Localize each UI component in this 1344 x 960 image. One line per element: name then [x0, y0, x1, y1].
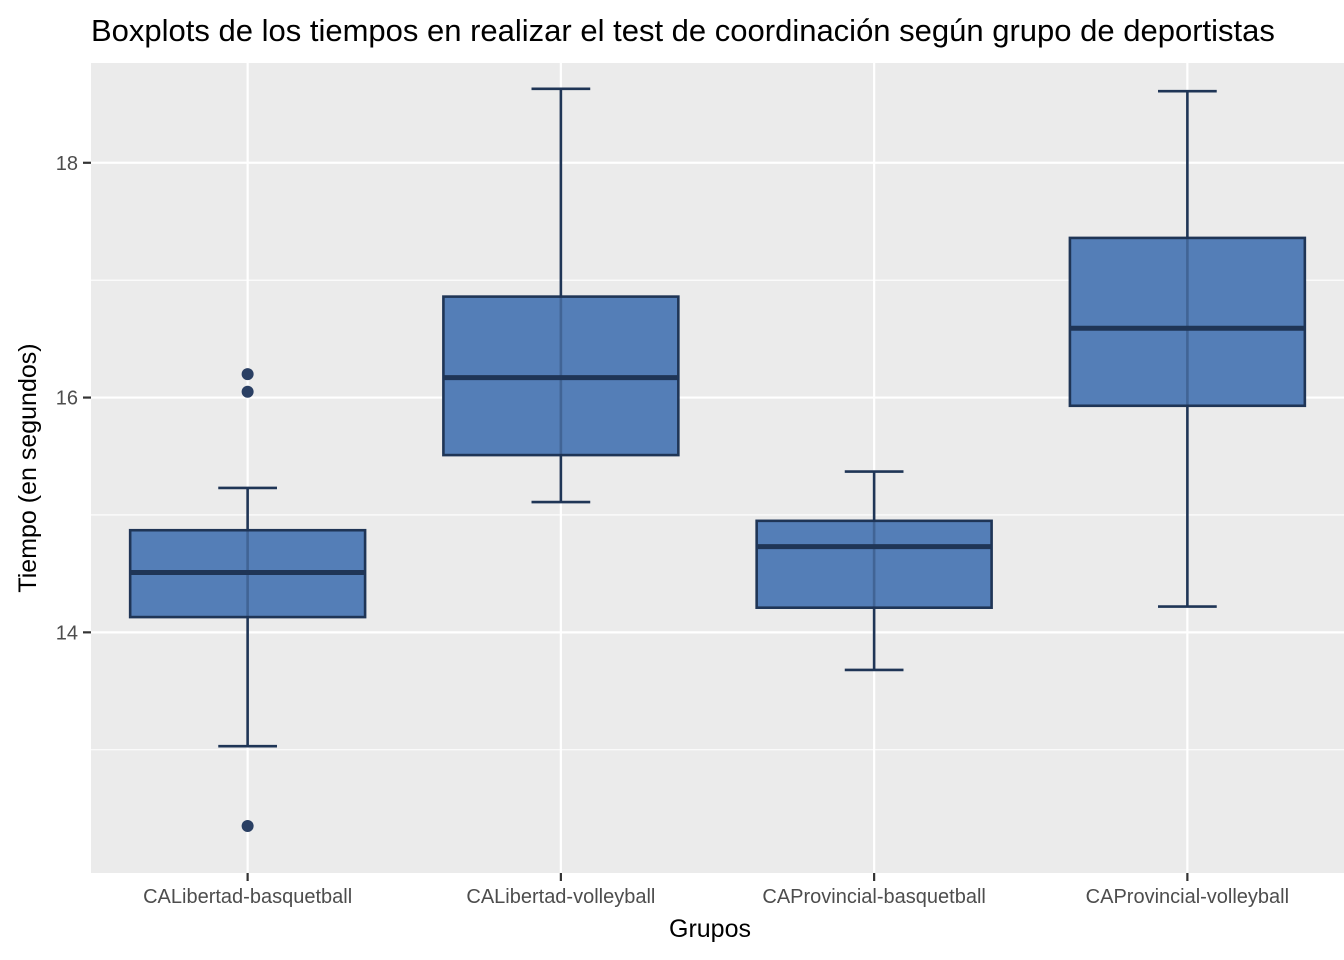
box-4: [1068, 89, 1307, 608]
y-axis: 14 16 18: [56, 153, 91, 644]
y-tick-label: 16: [56, 388, 78, 410]
chart-title: Boxplots de los tiempos en realizar el t…: [91, 13, 1275, 48]
x-tick-label: CALibertad-volleyball: [466, 886, 655, 908]
box-2: [442, 87, 680, 504]
x-tick-label: CALibertad-basquetball: [143, 886, 352, 908]
grid-major: [91, 63, 1344, 873]
x-tick-label: CAProvincial-basquetball: [762, 886, 985, 908]
y-tick-label: 14: [56, 622, 78, 644]
x-axis-title: Grupos: [669, 915, 751, 943]
box-iqr: [1068, 236, 1307, 408]
box-3: [755, 470, 993, 672]
plot-panel: [91, 63, 1344, 873]
outlier-point: [241, 385, 254, 398]
outlier-point: [241, 820, 254, 833]
y-axis-title: Tiempo (en segundos): [14, 343, 42, 592]
box-iqr: [755, 519, 993, 609]
outlier-point: [241, 368, 254, 381]
box-1: [128, 368, 367, 833]
x-tick-label: CAProvincial-volleyball: [1086, 886, 1289, 908]
x-axis: CALibertad-basquetball CALibertad-volleyb…: [143, 873, 1289, 908]
boxes: [128, 87, 1307, 833]
y-tick-label: 18: [56, 153, 78, 175]
